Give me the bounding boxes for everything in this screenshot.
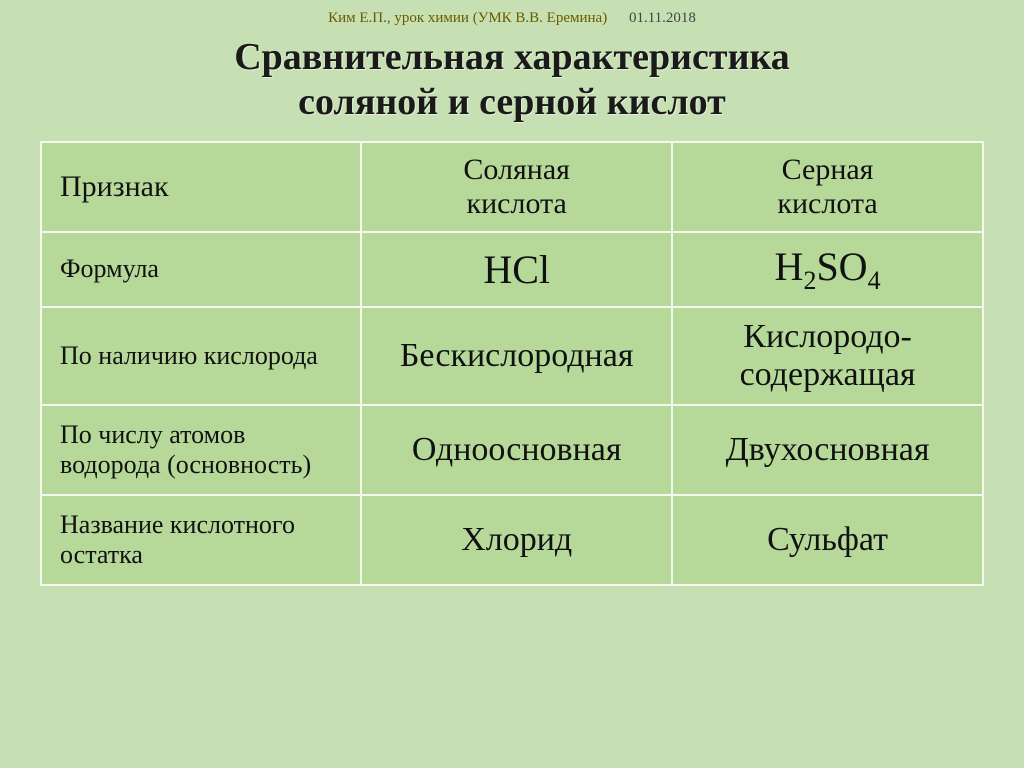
row-value-h2so4: Сульфат: [672, 495, 983, 585]
row-attr: Название кислотного остатка: [41, 495, 361, 585]
slide-title: Сравнительная характеристика соляной и с…: [40, 35, 984, 125]
row-value-hcl: Одноосновная: [361, 405, 672, 495]
row-attr: Формула: [41, 232, 361, 307]
table-row: По числу атомов водорода (основность)Одн…: [41, 405, 983, 495]
table-row: ФормулаHClH2SO4: [41, 232, 983, 307]
meta-source: Ким Е.П., урок химии (УМК В.В. Еремина): [328, 10, 607, 26]
comparison-table: ПризнакСолянаякислотаСернаякислотаФормул…: [40, 141, 984, 586]
header-col1: Солянаякислота: [361, 142, 672, 232]
slide: Ким Е.П., урок химии (УМК В.В. Еремина) …: [0, 0, 1024, 768]
row-value-h2so4: Кислородо-содержащая: [672, 307, 983, 405]
meta-date: 01.11.2018: [629, 10, 696, 26]
table-header-row: ПризнакСолянаякислотаСернаякислота: [41, 142, 983, 232]
table-row: По наличию кислородаБескислороднаяКислор…: [41, 307, 983, 405]
table-body: ПризнакСолянаякислотаСернаякислотаФормул…: [41, 142, 983, 585]
row-value-hcl: Бескислородная: [361, 307, 672, 405]
row-attr: По числу атомов водорода (основность): [41, 405, 361, 495]
row-value-hcl: Хлорид: [361, 495, 672, 585]
slide-meta: Ким Е.П., урок химии (УМК В.В. Еремина) …: [40, 10, 984, 27]
row-value-h2so4: Двухосновная: [672, 405, 983, 495]
header-attr: Признак: [41, 142, 361, 232]
title-line-2: соляной и серной кислот: [298, 81, 726, 123]
table-row: Название кислотного остаткаХлоридСульфат: [41, 495, 983, 585]
row-value-hcl: HCl: [361, 232, 672, 307]
title-line-1: Сравнительная характеристика: [234, 36, 790, 78]
row-attr: По наличию кислорода: [41, 307, 361, 405]
row-value-h2so4: H2SO4: [672, 232, 983, 307]
header-col2: Сернаякислота: [672, 142, 983, 232]
